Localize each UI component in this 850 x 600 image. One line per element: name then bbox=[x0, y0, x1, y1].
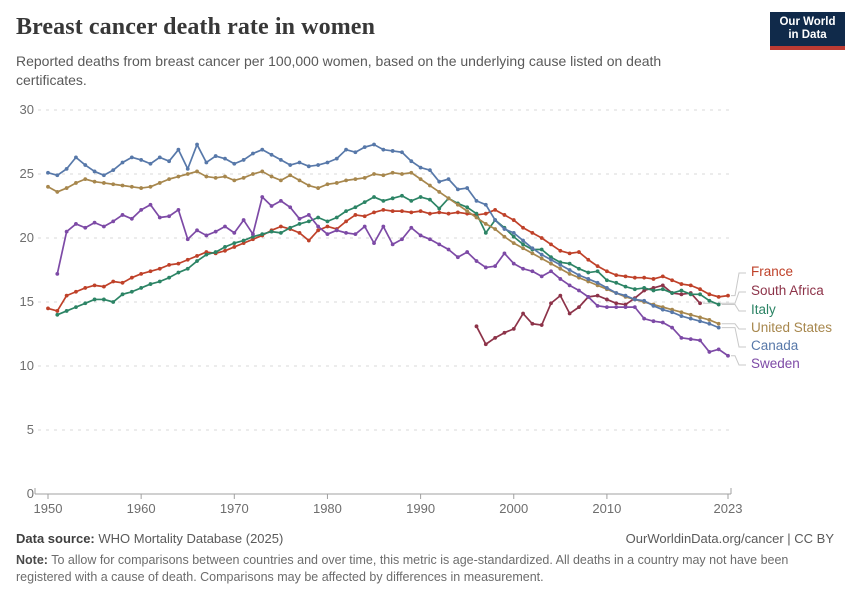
y-tick-label-10: 10 bbox=[19, 358, 34, 373]
x-tick-label-1970: 1970 bbox=[219, 501, 249, 516]
y-tick-label-30: 30 bbox=[19, 102, 34, 117]
y-tick-label-20: 20 bbox=[19, 230, 34, 245]
data-source-value: WHO Mortality Database (2025) bbox=[94, 531, 284, 546]
owid-logo-line1: Our World bbox=[779, 16, 836, 28]
legend-label-italy[interactable]: Italy bbox=[751, 302, 776, 317]
legend-label-united-states[interactable]: United States bbox=[751, 320, 833, 335]
owid-logo-line2: in Data bbox=[788, 29, 827, 41]
footnote-text: To allow for comparisons between countri… bbox=[16, 553, 789, 584]
x-tick-label-1960: 1960 bbox=[126, 501, 156, 516]
y-tick-label-25: 25 bbox=[19, 166, 34, 181]
legend-label-sweden[interactable]: Sweden bbox=[751, 356, 800, 371]
data-source-label: Data source: bbox=[16, 531, 95, 546]
x-tick-label-1980: 1980 bbox=[312, 501, 342, 516]
legend-label-south-africa[interactable]: South Africa bbox=[751, 283, 824, 298]
page-title: Breast cancer death rate in women bbox=[16, 14, 376, 40]
y-tick-label-15: 15 bbox=[19, 294, 34, 309]
x-tick-label-2010: 2010 bbox=[592, 501, 622, 516]
x-tick-label-1990: 1990 bbox=[406, 501, 436, 516]
x-tick-label-2000: 2000 bbox=[499, 501, 529, 516]
y-tick-label-5: 5 bbox=[26, 422, 34, 437]
data-source-line: Data source: WHO Mortality Database (202… bbox=[16, 531, 283, 546]
owid-logo[interactable]: Our World in Data bbox=[770, 12, 845, 50]
chart-subtitle: Reported deaths from breast cancer per 1… bbox=[16, 53, 662, 88]
footnote-label: Note: bbox=[16, 553, 48, 567]
legend-label-france[interactable]: France bbox=[751, 264, 794, 279]
x-tick-label-1950: 1950 bbox=[33, 501, 63, 516]
legend-label-canada[interactable]: Canada bbox=[751, 338, 799, 353]
y-tick-label-0: 0 bbox=[26, 486, 34, 501]
attribution: OurWorldinData.org/cancer | CC BY bbox=[625, 531, 834, 546]
footnote: Note: To allow for comparisons between c… bbox=[16, 552, 838, 586]
x-tick-label-2023: 2023 bbox=[713, 501, 743, 516]
